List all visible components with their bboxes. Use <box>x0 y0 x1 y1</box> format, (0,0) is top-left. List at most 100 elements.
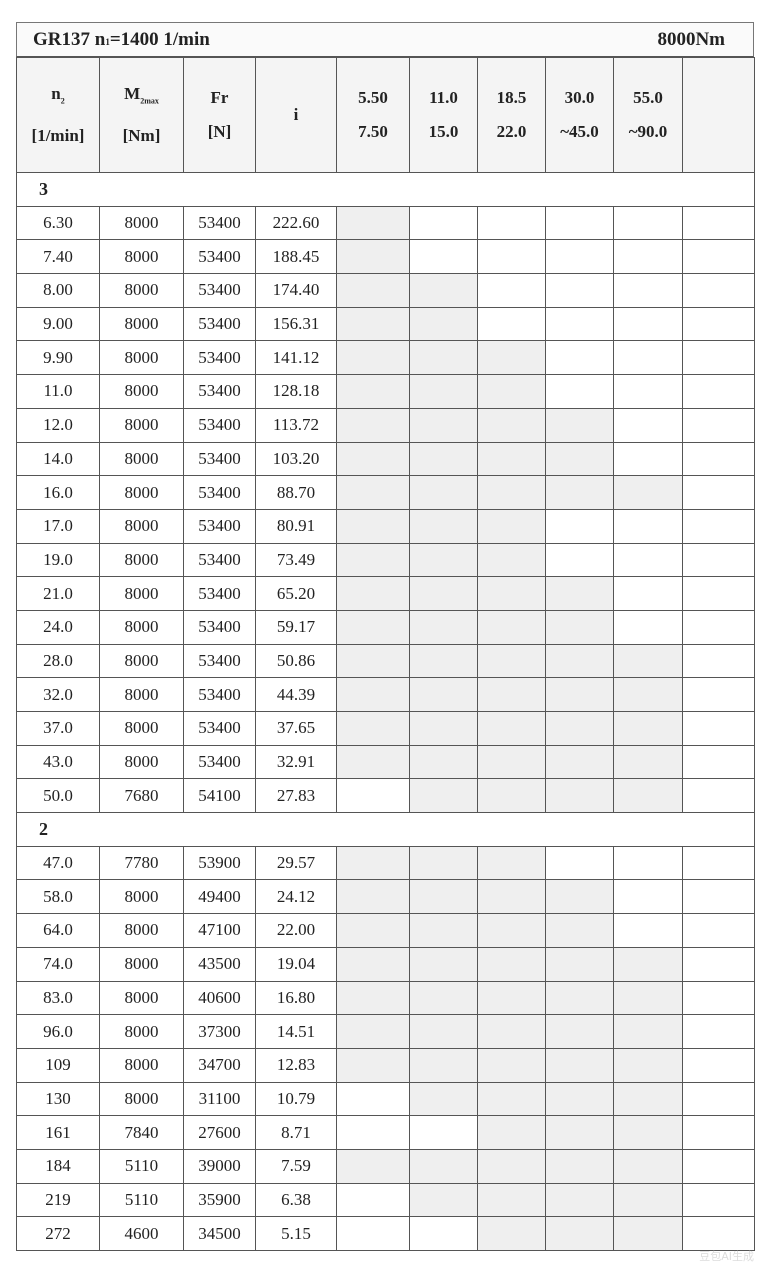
motor-cell-1 <box>336 542 410 578</box>
cell-n2: 14.0 <box>16 441 100 477</box>
motor-cell-6 <box>682 1182 755 1218</box>
motor-cell-2 <box>409 374 478 409</box>
table-row: 28.0 8000 53400 50.86 <box>16 643 755 679</box>
column-header-line2: [N] <box>207 122 232 141</box>
cell-i: 5.15 <box>255 1216 337 1251</box>
cell-i: 188.45 <box>255 239 337 275</box>
motor-cell-2 <box>409 778 478 814</box>
motor-cell-2 <box>409 407 478 443</box>
cell-n2: 11.0 <box>16 374 100 409</box>
motor-cell-1 <box>336 1216 410 1251</box>
motor-cell-3 <box>477 677 546 712</box>
cell-i: 12.83 <box>255 1047 337 1083</box>
motor-cell-6 <box>682 441 755 477</box>
motor-cell-3 <box>477 643 546 679</box>
cell-i: 73.49 <box>255 542 337 578</box>
motor-cell-1 <box>336 1148 410 1184</box>
motor-cell-1 <box>336 643 410 679</box>
cell-i: 80.91 <box>255 508 337 544</box>
motor-cell-2 <box>409 711 478 746</box>
column-header-line1: 11.0 <box>429 88 458 107</box>
motor-cell-2 <box>409 1014 478 1049</box>
cell-n2: 17.0 <box>16 508 100 544</box>
cell-i: 7.59 <box>255 1148 337 1184</box>
table-row: 64.0 8000 47100 22.00 <box>16 913 755 948</box>
motor-cell-4 <box>545 340 614 376</box>
motor-cell-3 <box>477 273 546 308</box>
cell-n2: 9.00 <box>16 306 100 342</box>
motor-cell-6 <box>682 205 755 241</box>
motor-cell-3 <box>477 306 546 342</box>
column-header-line2: 22.0 <box>496 122 527 141</box>
motor-cell-1 <box>336 711 410 746</box>
cell-i: 16.80 <box>255 980 337 1016</box>
motor-cell-3 <box>477 913 546 948</box>
cell-n2: 28.0 <box>16 643 100 679</box>
torque-rating: 8000Nm <box>657 28 725 50</box>
cell-m2: 8000 <box>99 340 184 376</box>
cell-i: 32.91 <box>255 744 337 780</box>
cell-m2: 8000 <box>99 407 184 443</box>
cell-n2: 9.90 <box>16 340 100 376</box>
motor-cell-1 <box>336 913 410 948</box>
motor-cell-4 <box>545 879 614 915</box>
cell-i: 174.40 <box>255 273 337 308</box>
motor-cell-5 <box>613 744 683 780</box>
cell-n2: 6.30 <box>16 205 100 241</box>
motor-cell-5 <box>613 609 683 645</box>
motor-cell-5 <box>613 273 683 308</box>
motor-cell-6 <box>682 273 755 308</box>
motor-cell-6 <box>682 1148 755 1184</box>
motor-cell-6 <box>682 508 755 544</box>
motor-cell-2 <box>409 744 478 780</box>
motor-cell-1 <box>336 609 410 645</box>
cell-m2: 8000 <box>99 205 184 241</box>
motor-cell-3 <box>477 542 546 578</box>
cell-i: 113.72 <box>255 407 337 443</box>
table-row: 12.0 8000 53400 113.72 <box>16 407 755 443</box>
motor-cell-2 <box>409 980 478 1016</box>
cell-n2: 7.40 <box>16 239 100 275</box>
motor-cell-5 <box>613 542 683 578</box>
cell-n2: 130 <box>16 1081 100 1117</box>
cell-m2: 8000 <box>99 306 184 342</box>
motor-cell-3 <box>477 980 546 1016</box>
motor-cell-1 <box>336 744 410 780</box>
column-header-line1: 5.50 <box>358 88 388 107</box>
cell-fr: 53400 <box>183 711 256 746</box>
motor-cell-1 <box>336 441 410 477</box>
table-row: 96.0 8000 37300 14.51 <box>16 1014 755 1049</box>
motor-cell-4 <box>545 711 614 746</box>
motor-cell-5 <box>613 778 683 814</box>
motor-cell-3 <box>477 340 546 376</box>
cell-fr: 53400 <box>183 643 256 679</box>
motor-cell-4 <box>545 508 614 544</box>
table-row: 74.0 8000 43500 19.04 <box>16 946 755 982</box>
motor-cell-3 <box>477 441 546 477</box>
motor-cell-5 <box>613 1148 683 1184</box>
motor-cell-6 <box>682 407 755 443</box>
motor-cell-5 <box>613 677 683 712</box>
table-row: 16.0 8000 53400 88.70 <box>16 475 755 510</box>
cell-n2: 19.0 <box>16 542 100 578</box>
column-header: M2max [Nm] <box>99 57 184 173</box>
motor-cell-3 <box>477 508 546 544</box>
cell-m2: 8000 <box>99 609 184 645</box>
motor-cell-1 <box>336 508 410 544</box>
stage-label: 2 <box>16 812 755 847</box>
column-header-line2: ~90.0 <box>628 122 668 141</box>
column-header-line1: M2max <box>124 84 159 106</box>
motor-cell-2 <box>409 273 478 308</box>
motor-cell-6 <box>682 946 755 982</box>
cell-n2: 47.0 <box>16 845 100 881</box>
motor-cell-5 <box>613 508 683 544</box>
cell-i: 14.51 <box>255 1014 337 1049</box>
cell-n2: 32.0 <box>16 677 100 712</box>
table-row: 37.0 8000 53400 37.65 <box>16 711 755 746</box>
motor-cell-4 <box>545 374 614 409</box>
motor-cell-3 <box>477 576 546 611</box>
motor-cell-1 <box>336 576 410 611</box>
cell-fr: 53400 <box>183 677 256 712</box>
motor-cell-6 <box>682 845 755 881</box>
motor-cell-1 <box>336 407 410 443</box>
